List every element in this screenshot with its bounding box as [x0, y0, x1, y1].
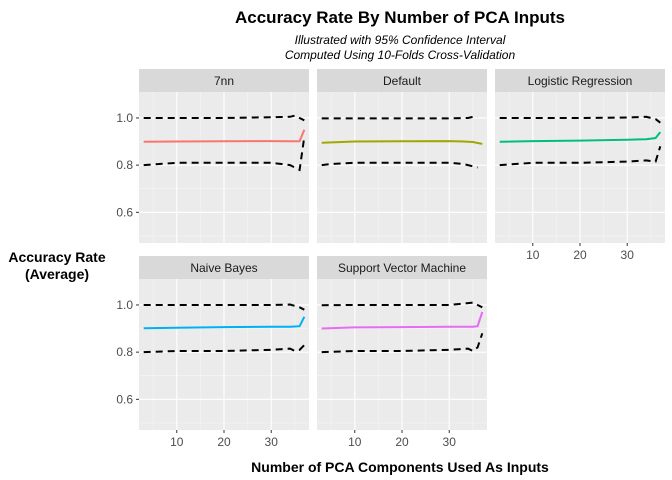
- panel-naive-bayes: Naive Bayes 0.6 0.8 1.0 10 20 30: [116, 256, 309, 449]
- y-axis-title-line-1: Accuracy Rate: [8, 249, 105, 265]
- mean-accuracy-line: [143, 129, 306, 143]
- facet-strip: [139, 69, 309, 92]
- x-tick-label: 30: [265, 435, 279, 449]
- ci-upper-line: [143, 114, 305, 122]
- y-tick-label: 0.8: [116, 345, 133, 359]
- x-tick-label: 20: [395, 435, 409, 449]
- ci-upper-line: [143, 303, 305, 311]
- ci-upper-line: [499, 115, 661, 124]
- x-tick-label: 10: [170, 435, 184, 449]
- chart-subtitle-line-2: Computed Using 10-Folds Cross-Validation: [285, 48, 516, 62]
- y-tick-label: 1.0: [116, 111, 133, 125]
- facet-strip: [317, 69, 487, 92]
- ci-lower-line: [321, 161, 478, 169]
- facet-strip-label: Default: [383, 74, 422, 88]
- x-tick-label: 10: [526, 248, 540, 262]
- mean-accuracy-line: [499, 131, 662, 143]
- facet-strip-label: 7nn: [214, 74, 234, 88]
- panel-support-vector-machine: Support Vector Machine 10 20 30: [317, 256, 487, 449]
- ci-lower-line: [143, 344, 306, 354]
- x-tick-label: 20: [217, 435, 231, 449]
- x-tick-label: 20: [573, 248, 587, 262]
- mean-accuracy-line: [143, 316, 306, 330]
- facet-strip-label: Support Vector Machine: [338, 261, 466, 275]
- panel-logistic-regression: Logistic Regression 10 20 30: [495, 69, 665, 262]
- y-tick-label: 0.8: [116, 158, 133, 172]
- x-tick-label: 30: [621, 248, 635, 262]
- x-tick-label: 30: [443, 435, 457, 449]
- facet-strip: [317, 256, 487, 279]
- y-tick-label: 1.0: [116, 298, 133, 312]
- facet-strip: [495, 69, 665, 92]
- y-tick-label: 0.6: [116, 392, 133, 406]
- chart-subtitle-line-1: Illustrated with 95% Confidence Interval: [295, 33, 506, 47]
- panel-7nn: 7nn 0.6 0.8 1.0: [116, 69, 309, 243]
- mean-accuracy-line: [321, 140, 483, 145]
- x-axis-title: Number of PCA Components Used As Inputs: [251, 459, 549, 475]
- x-tick-label: 10: [348, 435, 362, 449]
- ci-lower-line: [499, 146, 662, 167]
- panel-default: Default: [317, 69, 487, 243]
- y-tick-label: 0.6: [116, 205, 133, 219]
- chart-title: Accuracy Rate By Number of PCA Inputs: [235, 8, 565, 27]
- mean-accuracy-line: [321, 311, 484, 330]
- facet-strip: [139, 256, 309, 279]
- facet-panels: 7nn 0.6 0.8 1.0 Default Logistic Regression 10…: [116, 69, 665, 449]
- facet-strip-label: Naive Bayes: [190, 261, 257, 275]
- facet-strip-label: Logistic Regression: [528, 74, 633, 88]
- y-axis-title-line-2: (Average): [25, 266, 89, 282]
- ci-lower-line: [321, 332, 484, 354]
- ci-upper-line: [321, 301, 483, 309]
- ci-lower-line: [143, 136, 306, 172]
